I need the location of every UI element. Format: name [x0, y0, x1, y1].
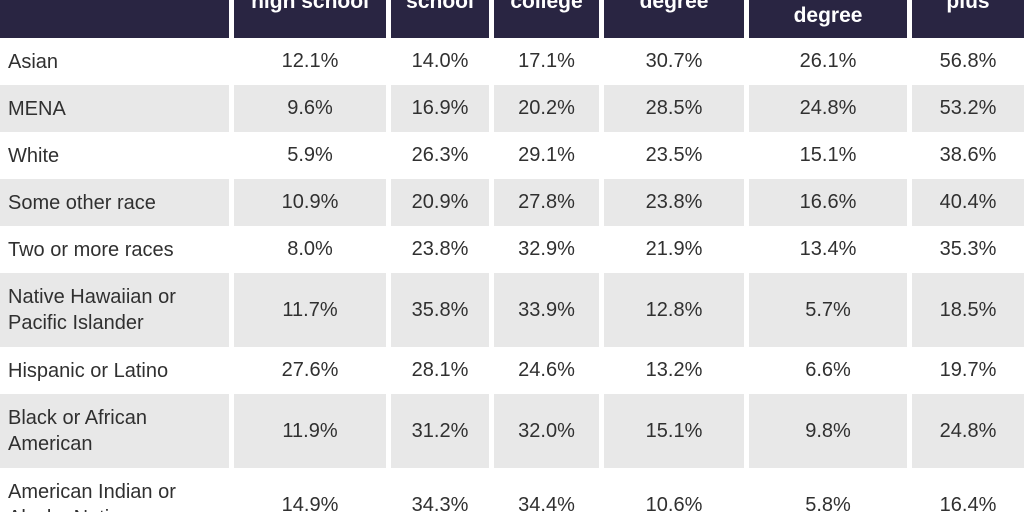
row-label: Hispanic or Latino — [0, 347, 229, 394]
cell-value: 38.6% — [912, 132, 1024, 179]
cell-value: 19.7% — [912, 347, 1024, 394]
cell-value: 15.1% — [749, 132, 907, 179]
table-row: Black or African American 11.9% 31.2% 32.0%… — [0, 394, 1024, 468]
cell-value: 14.0% — [391, 38, 489, 85]
header-label: school — [406, 0, 474, 13]
cell-value: 30.7% — [604, 38, 744, 85]
cell-value: 24.8% — [749, 85, 907, 132]
cell-value: 23.5% — [604, 132, 744, 179]
cell-value: 21.9% — [604, 226, 744, 273]
header-cell-race — [0, 0, 229, 38]
cell-value: 40.4% — [912, 179, 1024, 226]
cell-value: 15.1% — [604, 394, 744, 468]
row-label: Some other race — [0, 179, 229, 226]
cell-value: 13.2% — [604, 347, 744, 394]
cell-value: 12.1% — [234, 38, 386, 85]
cell-value: 29.1% — [494, 132, 599, 179]
cell-value: 18.5% — [912, 273, 1024, 347]
cell-value: 8.0% — [234, 226, 386, 273]
row-label: Two or more races — [0, 226, 229, 273]
table-row: Hispanic or Latino 27.6% 28.1% 24.6% 13.2% 6.… — [0, 347, 1024, 394]
header-cell-some-college: college — [494, 0, 599, 38]
header-cell-graduate-degree: degree — [749, 0, 907, 38]
cell-value: 35.3% — [912, 226, 1024, 273]
cell-value: 11.7% — [234, 273, 386, 347]
header-label: plus — [946, 0, 990, 13]
table-row: Two or more races 8.0% 23.8% 32.9% 21.9% 13.4… — [0, 226, 1024, 273]
header-cell-less-than-high-school: high school — [234, 0, 386, 38]
cell-value: 23.8% — [604, 179, 744, 226]
cell-value: 17.1% — [494, 38, 599, 85]
cell-value: 28.1% — [391, 347, 489, 394]
cell-value: 24.6% — [494, 347, 599, 394]
cell-value: 9.8% — [749, 394, 907, 468]
cell-value: 26.1% — [749, 38, 907, 85]
table-row: Asian 12.1% 14.0% 17.1% 30.7% 26.1% 56.8% — [0, 38, 1024, 85]
row-label: White — [0, 132, 229, 179]
cell-value: 12.8% — [604, 273, 744, 347]
table-header-row: high school school college degree degree… — [0, 0, 1024, 38]
header-cell-bachelors-degree: degree — [604, 0, 744, 38]
cell-value: 33.9% — [494, 273, 599, 347]
cell-value: 20.2% — [494, 85, 599, 132]
cell-value: 13.4% — [749, 226, 907, 273]
cell-value: 27.6% — [234, 347, 386, 394]
cell-value: 10.6% — [604, 468, 744, 512]
cell-value: 32.9% — [494, 226, 599, 273]
table-row: Native Hawaiian or Pacific Islander 11.7%… — [0, 273, 1024, 347]
cell-value: 34.4% — [494, 468, 599, 512]
cell-value: 11.9% — [234, 394, 386, 468]
cell-value: 16.4% — [912, 468, 1024, 512]
cell-value: 20.9% — [391, 179, 489, 226]
cell-value: 56.8% — [912, 38, 1024, 85]
row-label: American Indian or Alaska Native — [0, 468, 229, 512]
cell-value: 26.3% — [391, 132, 489, 179]
cell-value: 24.8% — [912, 394, 1024, 468]
cell-value: 6.6% — [749, 347, 907, 394]
header-cell-high-school: school — [391, 0, 489, 38]
cell-value: 16.6% — [749, 179, 907, 226]
cell-value: 16.9% — [391, 85, 489, 132]
cell-value: 5.7% — [749, 273, 907, 347]
cell-value: 5.8% — [749, 468, 907, 512]
table-row: White 5.9% 26.3% 29.1% 23.5% 15.1% 38.6% — [0, 132, 1024, 179]
table-row: American Indian or Alaska Native14.9%34.… — [0, 468, 1024, 512]
cell-value: 27.8% — [494, 179, 599, 226]
cell-value: 5.9% — [234, 132, 386, 179]
row-label: MENA — [0, 85, 229, 132]
row-label: Native Hawaiian or Pacific Islander — [0, 273, 229, 347]
row-label: Black or African American — [0, 394, 229, 468]
header-label: college — [510, 0, 583, 13]
header-label: high school — [251, 0, 369, 13]
cell-value: 9.6% — [234, 85, 386, 132]
header-label: degree — [793, 4, 863, 27]
cell-value: 53.2% — [912, 85, 1024, 132]
cell-value: 28.5% — [604, 85, 744, 132]
cell-value: 23.8% — [391, 226, 489, 273]
header-cell-bachelors-plus: plus — [912, 0, 1024, 38]
cell-value: 10.9% — [234, 179, 386, 226]
cell-value: 35.8% — [391, 273, 489, 347]
cell-value: 34.3% — [391, 468, 489, 512]
cell-value: 14.9% — [234, 468, 386, 512]
cell-value: 31.2% — [391, 394, 489, 468]
table-row: MENA 9.6% 16.9% 20.2% 28.5% 24.8% 53.2% — [0, 85, 1024, 132]
table-row: Some other race 10.9% 20.9% 27.8% 23.8% 16.6%… — [0, 179, 1024, 226]
header-label: degree — [639, 0, 709, 13]
table-body: Asian 12.1% 14.0% 17.1% 30.7% 26.1% 56.8% MENA 9… — [0, 38, 1024, 512]
row-label: Asian — [0, 38, 229, 85]
cell-value: 32.0% — [494, 394, 599, 468]
